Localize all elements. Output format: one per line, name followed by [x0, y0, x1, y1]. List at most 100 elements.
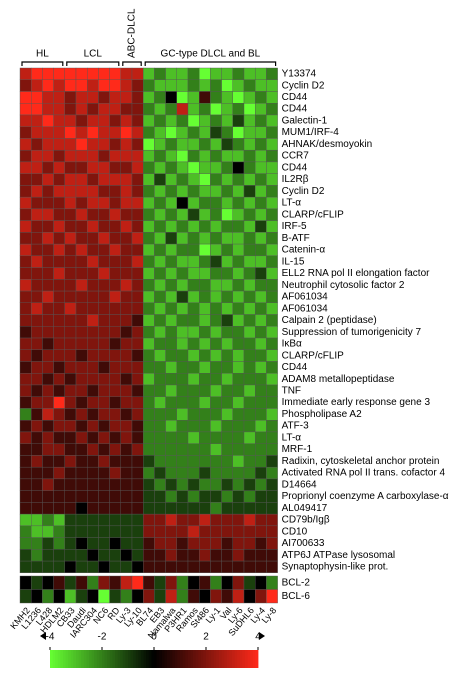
heatmap-cell [243, 79, 256, 92]
heatmap-cell [120, 408, 133, 421]
heatmap-cell [210, 420, 222, 433]
heatmap-cell [142, 185, 155, 198]
heatmap-cell [187, 290, 200, 303]
heatmap-cell [31, 490, 43, 503]
heatmap-cell [142, 138, 155, 151]
heatmap-cell [98, 466, 110, 480]
heatmap-cell [75, 114, 88, 127]
heatmap-cell [86, 232, 99, 245]
heatmap-cell [154, 126, 166, 139]
heatmap-cell [64, 408, 77, 421]
heatmap-cell [198, 290, 211, 303]
heatmap-cell [254, 290, 267, 303]
heatmap-cell [165, 232, 178, 245]
heatmap-cell [75, 490, 88, 503]
heatmap-cell [232, 589, 245, 604]
heatmap-cell [176, 431, 189, 444]
heatmap-cell [75, 575, 88, 590]
heatmap-cell [64, 196, 77, 210]
heatmap-cell [42, 138, 54, 151]
heatmap-cell [154, 149, 166, 163]
heatmap-cell [221, 443, 234, 456]
heatmap-cell [42, 185, 54, 198]
heatmap-cell [75, 326, 88, 339]
heatmap-cell [109, 220, 121, 233]
heatmap-cell [198, 114, 211, 127]
heatmap-cell [120, 161, 133, 174]
heatmap-cell [198, 373, 211, 386]
heatmap-cell [254, 384, 267, 397]
heatmap-cell [120, 220, 133, 233]
heatmap-cell [131, 525, 144, 538]
heatmap-cell [86, 420, 99, 433]
heatmap-cell [243, 161, 256, 174]
heatmap-cell [64, 232, 77, 245]
heatmap-cell [64, 443, 77, 456]
heatmap-cell [210, 373, 222, 386]
heatmap-cell [86, 408, 99, 421]
row-label: Synaptophysin-like prot. [282, 562, 389, 573]
group-label: LCL [84, 49, 103, 60]
heatmap-cell [165, 490, 178, 503]
colorbar-step [206, 650, 209, 668]
row-label: Catenin-α [282, 245, 326, 256]
heatmap-cell [19, 396, 32, 409]
heatmap-cell [266, 502, 278, 515]
heatmap-cell [64, 384, 77, 397]
heatmap-cell [53, 525, 65, 538]
heatmap-cell [142, 490, 155, 503]
heatmap-cell [98, 67, 110, 80]
arrow-right [259, 632, 265, 640]
heatmap-cell [198, 549, 211, 562]
row-label: ELL2 RNA pol II elongation factor [282, 268, 431, 279]
group-label: GC-type DLCL and BL [161, 49, 261, 60]
heatmap-cell [75, 232, 88, 245]
heatmap-cell [232, 220, 245, 233]
colorbar-step [102, 650, 105, 668]
heatmap-cell [154, 302, 166, 315]
heatmap-cell [53, 408, 65, 421]
heatmap-cell [221, 502, 234, 515]
heatmap-cell [86, 267, 99, 280]
heatmap-cell [31, 79, 43, 92]
heatmap-cell [86, 161, 99, 174]
heatmap-cell [221, 455, 234, 468]
heatmap-cell [221, 420, 234, 433]
heatmap-cell [210, 326, 222, 339]
heatmap-cell [53, 232, 65, 245]
heatmap-cell [232, 490, 245, 503]
heatmap-cell [221, 103, 234, 116]
heatmap-cell [165, 502, 178, 515]
heatmap-cell [266, 149, 278, 163]
heatmap-cell [109, 326, 121, 339]
heatmap-cell [176, 443, 189, 456]
heatmap-cell [75, 126, 88, 139]
heatmap-cell [109, 103, 121, 116]
heatmap-cell [187, 232, 200, 245]
colorbar-step [73, 650, 77, 668]
heatmap-cell [232, 361, 245, 374]
heatmap-cell [31, 138, 43, 151]
heatmap-cell [266, 91, 278, 104]
heatmap-cell [232, 208, 245, 221]
heatmap-cell [19, 138, 32, 151]
colorbar-step [195, 650, 199, 668]
heatmap-cell [19, 408, 32, 421]
heatmap-cell [154, 443, 166, 456]
heatmap-cell [131, 67, 144, 80]
heatmap-cell [165, 126, 178, 139]
heatmap-cell [86, 290, 99, 303]
heatmap-cell [198, 208, 211, 221]
heatmap-cell [266, 243, 278, 257]
heatmap-cell [109, 575, 121, 590]
heatmap-cell [232, 525, 245, 538]
heatmap-cell [131, 243, 144, 257]
heatmap-cell [221, 589, 234, 604]
heatmap-cell [254, 337, 267, 350]
heatmap-cell [142, 255, 155, 268]
heatmap-cell [109, 67, 121, 80]
heatmap-cell [232, 337, 245, 350]
heatmap-cell [165, 255, 178, 268]
heatmap-cell [53, 349, 65, 362]
